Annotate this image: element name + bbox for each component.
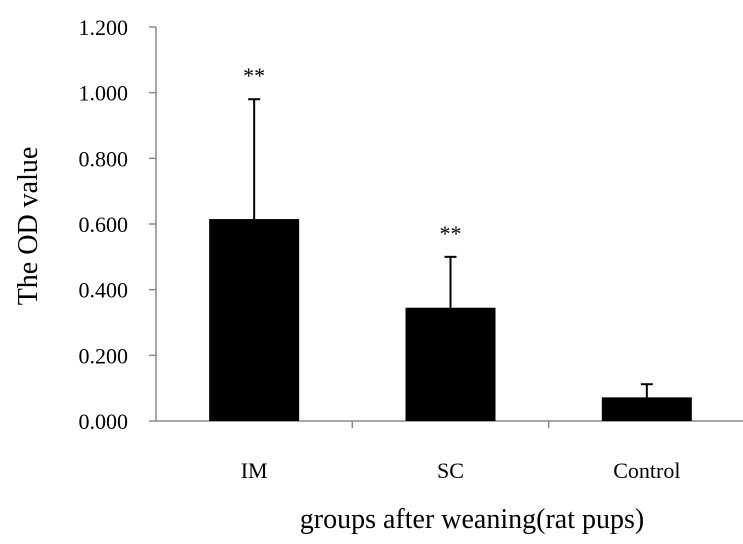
x-axis-title: groups after weaning(rat pups) xyxy=(300,504,644,535)
y-axis: 0.000 0.200 0.400 0.600 0.800 1.000 1.200 xyxy=(79,15,157,434)
x-tick-label: SC xyxy=(437,458,464,483)
y-tick-label: 0.000 xyxy=(79,409,129,434)
y-tick-label: 1.000 xyxy=(79,81,129,106)
bar-sc xyxy=(405,307,496,421)
y-tick-label: 1.200 xyxy=(79,15,129,40)
x-tick-label: IM xyxy=(241,458,268,483)
significance-mark: ** xyxy=(243,63,265,88)
significance-mark: ** xyxy=(440,221,462,246)
x-tick-label: Control xyxy=(613,458,680,483)
bar-control xyxy=(601,397,692,421)
significance-annotations: ** ** xyxy=(243,63,461,246)
y-tick-label: 0.600 xyxy=(79,212,129,237)
bar-im xyxy=(209,219,300,421)
error-bars xyxy=(248,98,653,398)
y-tick-label: 0.800 xyxy=(79,146,129,171)
y-axis-title: The OD value xyxy=(13,147,44,306)
x-axis: IM SC Control xyxy=(156,420,743,483)
y-tick-label: 0.400 xyxy=(79,278,129,303)
y-tick-label: 0.200 xyxy=(79,343,129,368)
bars xyxy=(209,219,692,421)
